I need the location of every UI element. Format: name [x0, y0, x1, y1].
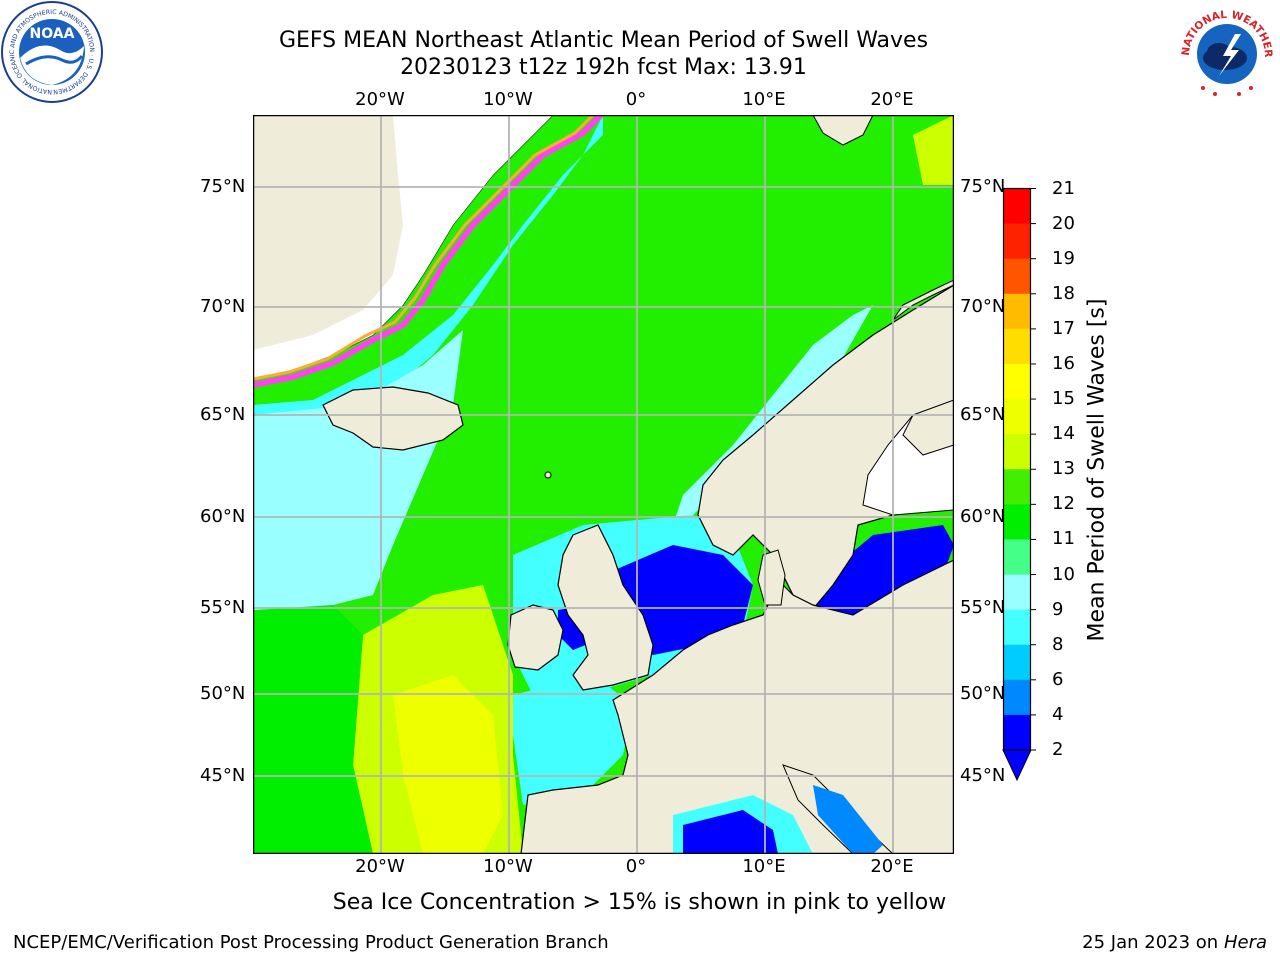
swell-period-map: [253, 115, 954, 854]
lat-label-left-45n: 45°N: [200, 765, 246, 786]
yellow-northeast-barents: [913, 115, 954, 185]
lat-label-left-70n: 70°N: [200, 296, 246, 317]
lat-label-right-75n: 75°N: [960, 176, 1006, 197]
colorbar-tick-label: 6: [1052, 668, 1064, 690]
colorbar-tick-label: 18: [1052, 282, 1075, 304]
colorbar-tick-label: 16: [1052, 352, 1075, 374]
mediterranean-blue: [683, 810, 778, 854]
colorbar-band: [1003, 539, 1031, 576]
lon-label-bottom-0: 0°: [625, 856, 647, 877]
lat-label-right-55n: 55°N: [960, 597, 1006, 618]
chart-title: GEFS MEAN Northeast Atlantic Mean Period…: [278, 28, 929, 53]
chart-subtitle: 20230123 t12z 192h fcst Max: 13.91: [400, 55, 807, 80]
lon-label-bottom-20e: 20°E: [870, 856, 914, 877]
colorbar-band: [1003, 434, 1031, 470]
colorbar-tick-label: 8: [1052, 633, 1064, 655]
noaa-logo-text: NOAA: [30, 26, 75, 42]
lon-label-bottom-10w: 10°W: [483, 856, 533, 877]
colorbar-tick-label: 20: [1052, 212, 1075, 234]
map-frame: [253, 115, 954, 854]
colorbar-band: [1003, 714, 1031, 751]
colorbar-band: [1003, 469, 1031, 505]
iceland: [322, 386, 464, 451]
ireland: [507, 604, 564, 671]
continental-europe: [520, 559, 954, 854]
northern-norway: [892, 279, 954, 321]
colorbar-tick-label: 4: [1052, 703, 1064, 725]
lat-label-right-45n: 45°N: [960, 765, 1006, 786]
scandinavia: [697, 284, 954, 616]
graticule: [253, 115, 954, 854]
green-west-atlantic: [253, 605, 373, 854]
colorbar-band: [1003, 293, 1031, 330]
yellow-south-atlantic: [393, 675, 503, 854]
lon-label-top-10e: 10°E: [742, 89, 786, 110]
colorbar-tick-label: 13: [1052, 458, 1075, 480]
lon-label-top-10w: 10°W: [483, 89, 533, 110]
footer-credit: NCEP/EMC/Verification Post Processing Pr…: [13, 932, 609, 953]
sea-ice-edge: [253, 115, 604, 388]
lat-label-right-65n: 65°N: [960, 404, 1006, 425]
colorbar-band: [1003, 609, 1031, 646]
colorbar-band: [1003, 679, 1031, 716]
greenland-ice-white: [253, 115, 553, 380]
lon-label-bottom-10e: 10°E: [742, 856, 786, 877]
colorbar-tick-label: 14: [1052, 423, 1075, 445]
colorbar-tick-label: 17: [1052, 317, 1075, 339]
sea-ice-note: Sea Ice Concentration > 15% is shown in …: [332, 890, 947, 915]
lat-label-right-60n: 60°N: [960, 506, 1006, 527]
noaa-logo: NATIONAL OCEANIC AND ATMOSPHERIC ADMINIS…: [0, 0, 103, 103]
footer-date-text: 25 Jan 2023 on: [1082, 932, 1224, 953]
lat-label-right-50n: 50°N: [960, 683, 1006, 704]
colorbar-band: [1003, 504, 1031, 540]
cyan-biscay: [513, 675, 633, 805]
sea-ice-edge-inner: [253, 115, 595, 381]
colorbar-band: [1003, 574, 1031, 611]
colorbar-band: [1003, 188, 1031, 225]
colorbar-band: [1003, 328, 1031, 365]
finland: [902, 399, 954, 456]
lat-label-left-55n: 55°N: [200, 597, 246, 618]
lat-label-left-75n: 75°N: [200, 176, 246, 197]
colorbar-tick-label: 15: [1052, 388, 1075, 410]
colorbar-band: [1003, 363, 1031, 400]
colorbar-tick-label: 12: [1052, 493, 1075, 515]
lat-label-left-65n: 65°N: [200, 404, 246, 425]
colorbar-tick-label: 2: [1052, 739, 1064, 760]
lat-label-left-50n: 50°N: [200, 683, 246, 704]
lon-label-top-0: 0°: [625, 89, 647, 110]
faroe-islands: [544, 471, 552, 479]
colorbar-tick-label: 19: [1052, 247, 1075, 269]
colorbar: [1002, 187, 1036, 782]
nws-logo: NATIONAL WEATHER SERVICE: [1175, 0, 1275, 100]
footer-date: 25 Jan 2023 on Hera: [1082, 932, 1267, 953]
colorbar-tick-label: 10: [1052, 563, 1075, 585]
svalbard: [812, 115, 874, 146]
colorbar-band: [1003, 258, 1031, 295]
adriatic-sea: [813, 785, 883, 854]
lon-label-top-20e: 20°E: [870, 89, 914, 110]
lon-label-bottom-20w: 20°W: [355, 856, 405, 877]
colorbar-extend-arrow: [1002, 749, 1032, 782]
lat-label-right-70n: 70°N: [960, 296, 1006, 317]
colorbar-tick-label: 9: [1052, 598, 1064, 620]
colorbar-tick-label: 11: [1052, 528, 1075, 550]
cyan-band-north-atlantic: [253, 115, 603, 435]
colorbar-tick-label: 21: [1052, 177, 1075, 199]
colorbar-band: [1003, 399, 1031, 435]
colorbar-band: [1003, 223, 1031, 260]
blue-baltic: [813, 525, 954, 620]
lat-label-left-60n: 60°N: [200, 506, 246, 527]
colorbar-band: [1003, 644, 1031, 681]
lon-label-top-20w: 20°W: [355, 89, 405, 110]
footer-host: Hera: [1223, 932, 1267, 953]
